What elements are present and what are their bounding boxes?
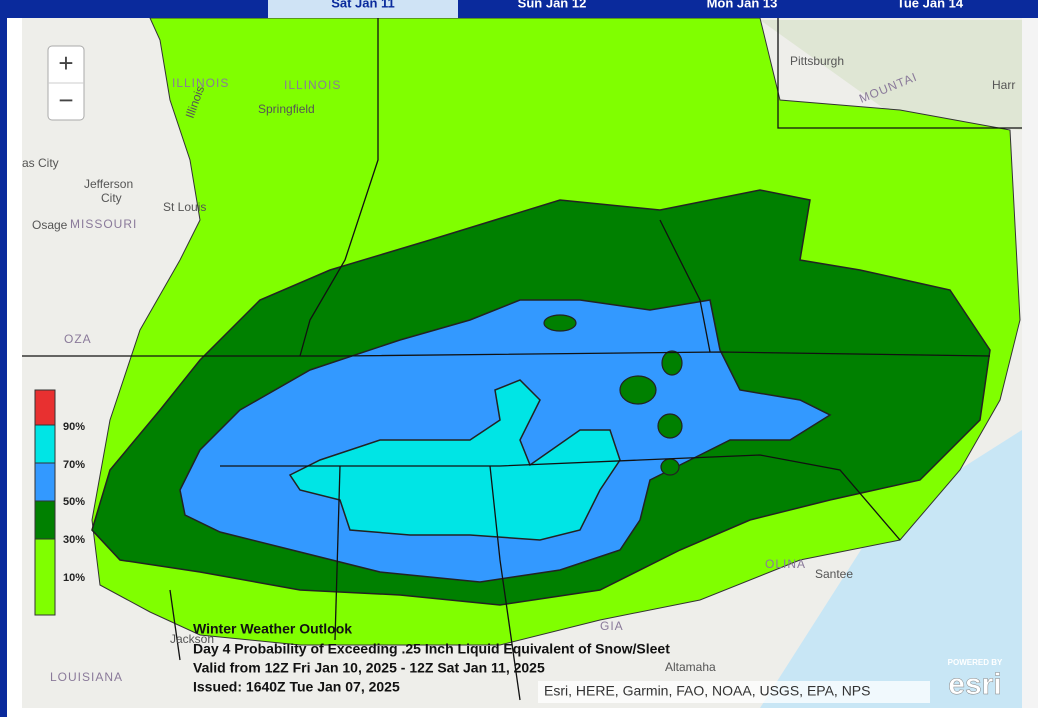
attribution-bg [538,681,930,703]
mountains [760,20,1022,130]
tab[interactable]: Sat Jan 11 [331,0,395,10]
place-label: OLINA [765,557,806,571]
place-label: Altamaha [665,660,716,674]
place-label: Jackson [170,632,214,646]
active-tab[interactable] [268,0,458,18]
legend-swatch [34,389,56,426]
place-label: MISSOURI [70,217,137,231]
legend-swatch [34,424,56,464]
place-label: Harr [992,78,1015,92]
place-label: Springfield [258,102,315,116]
caption-product: Day 4 Probability of Exceeding .25 Inch … [193,641,670,657]
place-label: City [101,191,122,205]
place-label: Pittsburgh [790,54,844,68]
tab-bar [0,0,1038,18]
place-label: LOUISIANA [50,670,123,684]
zone-70 [288,379,621,541]
right-panel [1022,18,1038,708]
tab[interactable]: Sun Jan 12 [518,0,587,10]
legend-label: 10% [63,572,85,584]
caption-valid: Valid from 12Z Fri Jan 10, 2025 - 12Z Sa… [193,660,545,676]
tab[interactable]: Mon Jan 13 [707,0,778,10]
caption-issued: Issued: 1640Z Tue Jan 07, 2025 [193,679,400,695]
legend: 90% 70% 50% 30% 10% [34,389,85,616]
caption-title: Winter Weather Outlook [193,621,352,637]
legend-label: 50% [63,496,85,508]
state-borders [22,18,1022,701]
ocean [760,430,1022,708]
tab[interactable]: Tue Jan 14 [897,0,964,10]
place-label: Santee [815,567,853,581]
place-label: Jefferson [84,177,133,191]
place-label: Osage [32,218,68,232]
legend-label: 90% [63,421,85,433]
logo-powered: POWERED BY [948,658,1003,667]
legend-swatch [34,538,56,616]
legend-swatch [34,462,56,502]
legend-label: 30% [63,534,85,546]
islands [543,314,683,476]
place-label: St Louis [163,200,206,214]
attribution: Esri, HERE, Garmin, FAO, NOAA, USGS, EPA… [544,683,870,699]
place-label: ILLINOIS [172,76,229,90]
legend-label: 70% [63,459,85,471]
logo[interactable]: esri [948,668,1002,702]
zoom-in[interactable]: + [58,48,73,78]
legend-swatch [34,500,56,540]
zoom-out[interactable]: − [58,85,73,115]
place-label: OZA [64,332,92,346]
place-label: as City [22,156,59,170]
place-label: ILLINOIS [284,78,341,92]
place-label: GIA [600,619,624,633]
left-border [0,0,7,717]
